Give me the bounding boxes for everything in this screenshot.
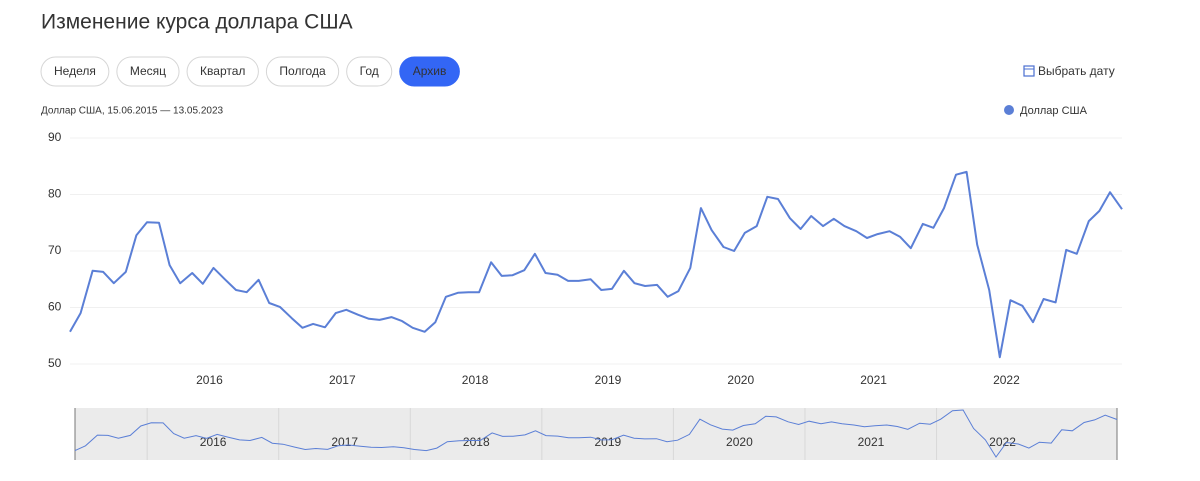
tab-button-bg[interactable]: [186, 56, 259, 87]
x-tick-label: 2016: [196, 373, 223, 387]
x-tick-label: 2017: [329, 373, 356, 387]
tab-button[interactable]: Месяц: [116, 56, 180, 87]
tab-button-label[interactable]: Месяц: [130, 64, 166, 78]
x-tick-label: 2019: [595, 373, 622, 387]
tab-button-bg[interactable]: [116, 56, 180, 87]
navigator-line: [74, 409, 1118, 458]
date-picker[interactable]: Выбрать дату: [1023, 64, 1115, 78]
tab-button[interactable]: Год: [346, 56, 393, 87]
tab-button[interactable]: Архив: [399, 56, 460, 87]
tab-button-label[interactable]: Год: [360, 64, 379, 78]
y-tick-label: 90: [48, 130, 62, 144]
navigator-tick-label: 2022: [989, 435, 1016, 449]
x-tick-label: 2018: [462, 373, 489, 387]
navigator-background: [75, 408, 1117, 460]
navigator-tick-label: 2020: [726, 435, 753, 449]
x-tick-label: 2021: [860, 373, 887, 387]
date-picker-label[interactable]: Выбрать дату: [1038, 64, 1115, 78]
tab-button-bg[interactable]: [399, 56, 460, 87]
x-tick-label: 2022: [993, 373, 1020, 387]
tab-button[interactable]: Неделя: [40, 56, 110, 87]
legend-marker: [1004, 105, 1014, 115]
tab-button-label[interactable]: Архив: [413, 64, 447, 78]
navigator-tick-label: 2021: [858, 435, 885, 449]
line: [69, 170, 1123, 359]
tab-button-bg[interactable]: [265, 56, 340, 87]
calendar-icon: [1023, 65, 1035, 77]
tab-button-label[interactable]: Неделя: [54, 64, 96, 78]
tab-button-bg[interactable]: [40, 56, 110, 87]
y-tick-label: 80: [48, 187, 62, 201]
tab-button-label[interactable]: Квартал: [200, 64, 245, 78]
tab-button-label[interactable]: Полгода: [279, 64, 326, 78]
chart-subtitle: Доллар США, 15.06.2015 — 13.05.2023: [41, 106, 224, 117]
tab-button[interactable]: Квартал: [186, 56, 259, 87]
x-tick-label: 2020: [727, 373, 754, 387]
y-tick-label: 50: [48, 356, 62, 370]
page-title: Изменение курса доллара США: [41, 11, 353, 34]
y-tick-label: 70: [48, 243, 62, 257]
legend-label: Доллар США: [1020, 105, 1088, 117]
tab-button[interactable]: Полгода: [265, 56, 340, 87]
tab-button-bg[interactable]: [346, 56, 393, 87]
y-tick-label: 60: [48, 300, 62, 314]
